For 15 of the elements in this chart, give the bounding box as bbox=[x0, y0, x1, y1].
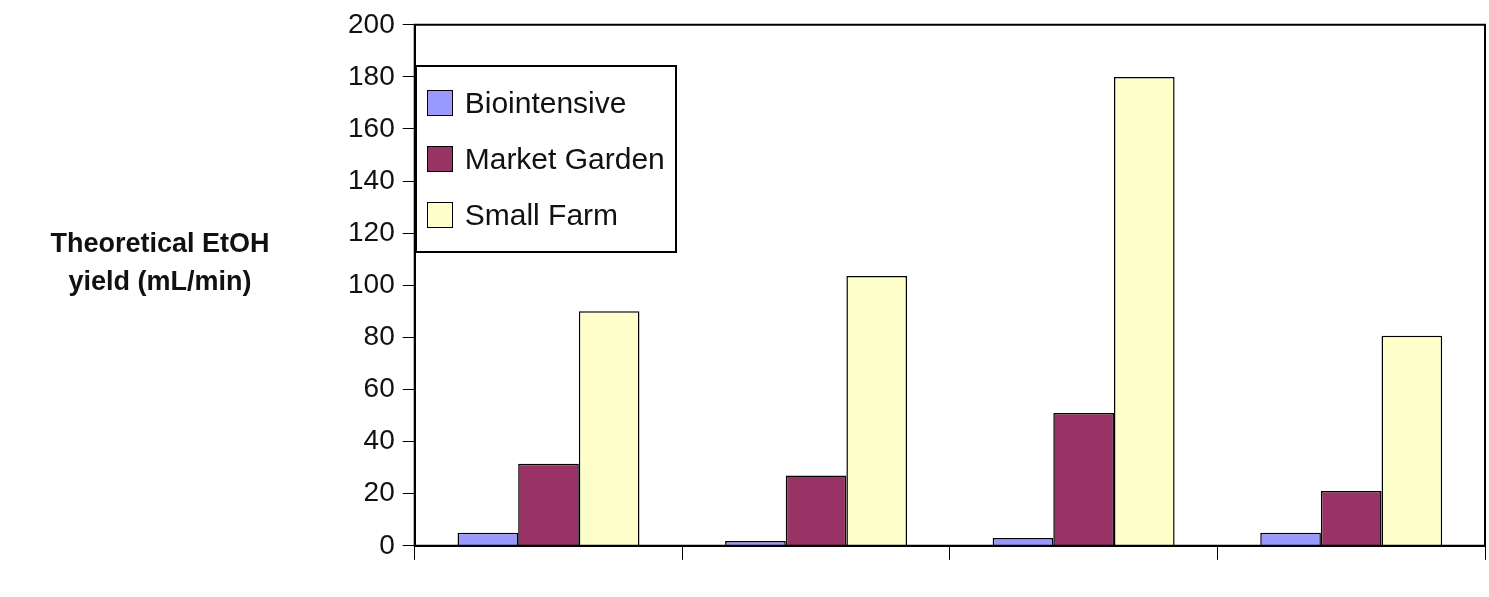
y-tick-label: 100 bbox=[348, 268, 395, 300]
y-tick-label: 160 bbox=[348, 111, 395, 143]
y-tick-label: 40 bbox=[363, 424, 395, 456]
y-tick-label: 60 bbox=[363, 372, 395, 404]
legend-label: Market Garden bbox=[463, 140, 665, 177]
y-axis-title: Theoretical EtOH yield (mL/min) bbox=[49, 227, 271, 298]
y-tick-label: 20 bbox=[363, 476, 395, 508]
y-tick-label: 200 bbox=[348, 7, 395, 39]
legend-label: Biointensive bbox=[463, 84, 628, 121]
y-tick-label: 180 bbox=[348, 59, 395, 91]
y-tick-label: 0 bbox=[379, 528, 395, 560]
y-tick-label: 120 bbox=[348, 215, 395, 247]
y-tick-label: 140 bbox=[348, 163, 395, 195]
legend-label: Small Farm bbox=[463, 196, 620, 233]
y-tick-label: 80 bbox=[363, 320, 395, 352]
